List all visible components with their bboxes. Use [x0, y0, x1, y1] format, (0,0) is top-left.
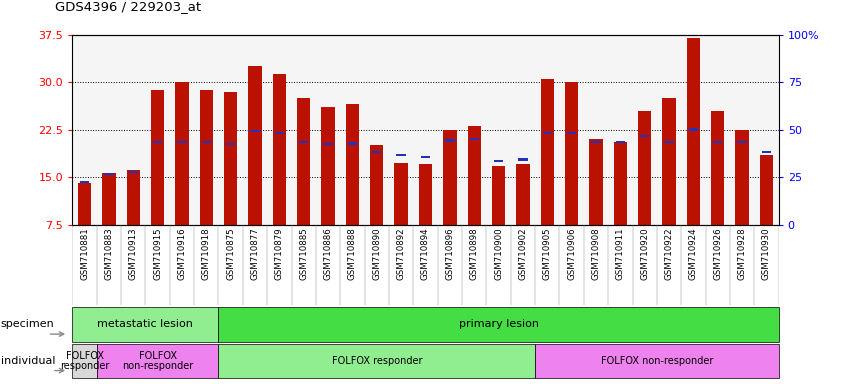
Bar	[517, 164, 529, 225]
Bar	[543, 132, 552, 134]
Bar	[219, 307, 779, 342]
Text: FOLFOX responder: FOLFOX responder	[332, 356, 422, 366]
Bar	[615, 141, 625, 144]
Bar	[518, 158, 528, 161]
Bar	[535, 344, 779, 378]
Bar	[348, 142, 357, 145]
Bar	[219, 344, 535, 378]
Bar	[762, 151, 771, 153]
Bar	[151, 90, 164, 225]
Bar	[638, 111, 651, 225]
Bar	[467, 126, 481, 225]
Bar	[272, 74, 286, 225]
Bar	[250, 130, 260, 132]
Bar	[419, 164, 432, 225]
Bar	[97, 344, 219, 378]
Bar	[397, 154, 406, 156]
Bar	[760, 155, 774, 225]
Bar	[470, 138, 479, 140]
Bar	[153, 141, 163, 144]
Bar	[445, 139, 454, 142]
Bar	[72, 307, 219, 342]
Bar	[72, 344, 97, 378]
Bar	[711, 111, 724, 225]
Bar	[102, 173, 116, 225]
Bar	[224, 92, 237, 225]
Bar	[567, 132, 576, 134]
Text: FOLFOX
responder: FOLFOX responder	[60, 351, 109, 371]
Text: FOLFOX non-responder: FOLFOX non-responder	[601, 356, 713, 366]
Bar	[299, 141, 308, 144]
Bar	[591, 141, 601, 144]
Bar	[713, 141, 722, 144]
Bar	[323, 143, 333, 146]
Bar	[80, 181, 89, 184]
Bar	[177, 141, 186, 144]
Bar	[372, 151, 381, 153]
Text: GDS4396 / 229203_at: GDS4396 / 229203_at	[55, 0, 202, 13]
Bar	[129, 171, 138, 173]
Bar	[494, 160, 503, 162]
Bar	[735, 130, 749, 225]
Bar	[77, 184, 91, 225]
Bar	[370, 146, 384, 225]
Bar	[540, 79, 554, 225]
Bar	[200, 90, 213, 225]
Bar	[226, 143, 236, 146]
Bar	[202, 141, 211, 144]
Bar	[738, 141, 747, 144]
Bar	[665, 141, 674, 144]
Bar	[275, 132, 284, 134]
Text: metastatic lesion: metastatic lesion	[98, 319, 193, 329]
Text: primary lesion: primary lesion	[459, 319, 539, 329]
Bar	[297, 98, 311, 225]
Bar	[687, 38, 700, 225]
Bar	[420, 156, 431, 158]
Text: specimen: specimen	[1, 319, 54, 329]
Bar	[492, 166, 505, 225]
Text: individual: individual	[1, 356, 55, 366]
Bar	[589, 139, 603, 225]
Bar	[104, 173, 113, 175]
Bar	[395, 163, 408, 225]
Bar	[322, 108, 334, 225]
Bar	[662, 98, 676, 225]
Bar	[127, 169, 140, 225]
Bar	[565, 82, 579, 225]
Bar	[614, 142, 627, 225]
Bar	[248, 66, 262, 225]
Bar	[175, 82, 189, 225]
Bar	[346, 104, 359, 225]
Bar	[688, 128, 698, 131]
Bar	[640, 135, 649, 137]
Text: FOLFOX
non-responder: FOLFOX non-responder	[122, 351, 193, 371]
Bar	[443, 130, 456, 225]
